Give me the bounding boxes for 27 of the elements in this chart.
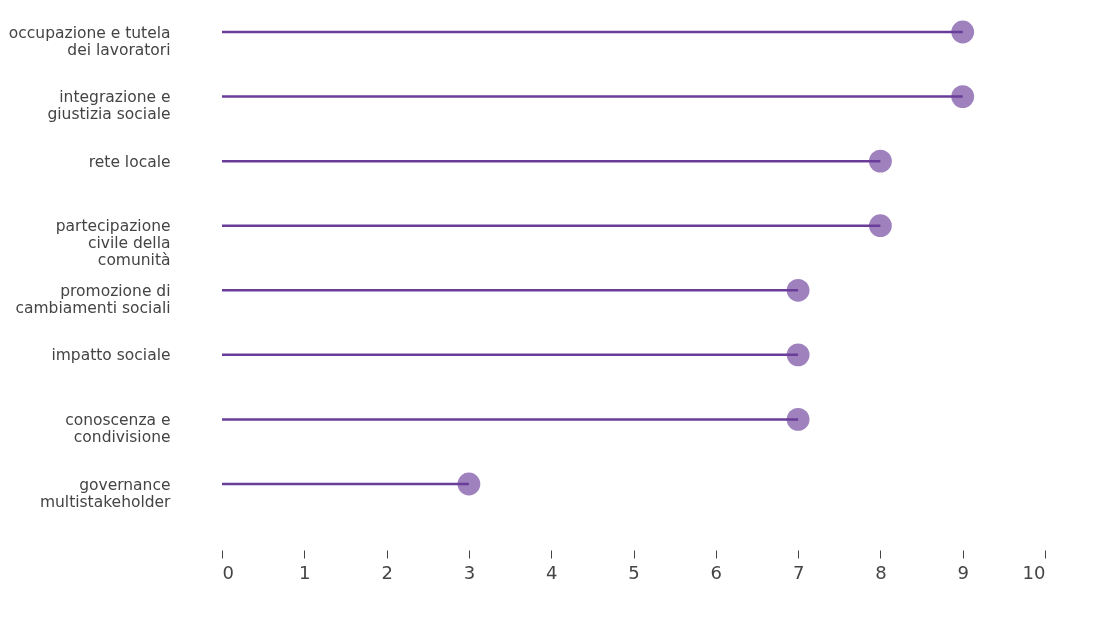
y-tick-label: promozione di cambiamenti sociali [15,281,171,317]
point [869,149,892,173]
x-tick-label: 4 [545,561,558,583]
x-tick-label: 3 [463,561,476,583]
x-tick-label: 9 [957,561,969,583]
y-tick-label: impatto sociale [51,346,171,365]
x-tick-label: 2 [381,561,393,583]
point [951,20,975,44]
x-tick-label: 6 [710,561,723,583]
x-tick-label: 5 [628,561,640,583]
x-tick-label: 7 [792,561,805,583]
point [786,278,810,302]
x-tick-label: 0 [222,561,234,583]
y-tick-label: rete locale [88,152,171,171]
y-tick-label: governance multistakeholder [39,475,172,511]
point [786,343,810,367]
x-tick-label: 1 [299,561,311,583]
x-tick-label: 8 [875,561,887,583]
point [951,85,975,108]
point [869,214,892,238]
x-tick-label: 10 [1022,561,1046,583]
point [786,408,810,431]
y-tick-label: integrazione e giustizia sociale [47,88,171,124]
y-tick-label: conoscenza e condivisione [65,410,171,446]
y-tick-label: partecipazione civile della comunità [55,217,171,270]
point [457,472,481,496]
y-tick-label: occupazione e tutela dei lavoratori [8,23,171,59]
